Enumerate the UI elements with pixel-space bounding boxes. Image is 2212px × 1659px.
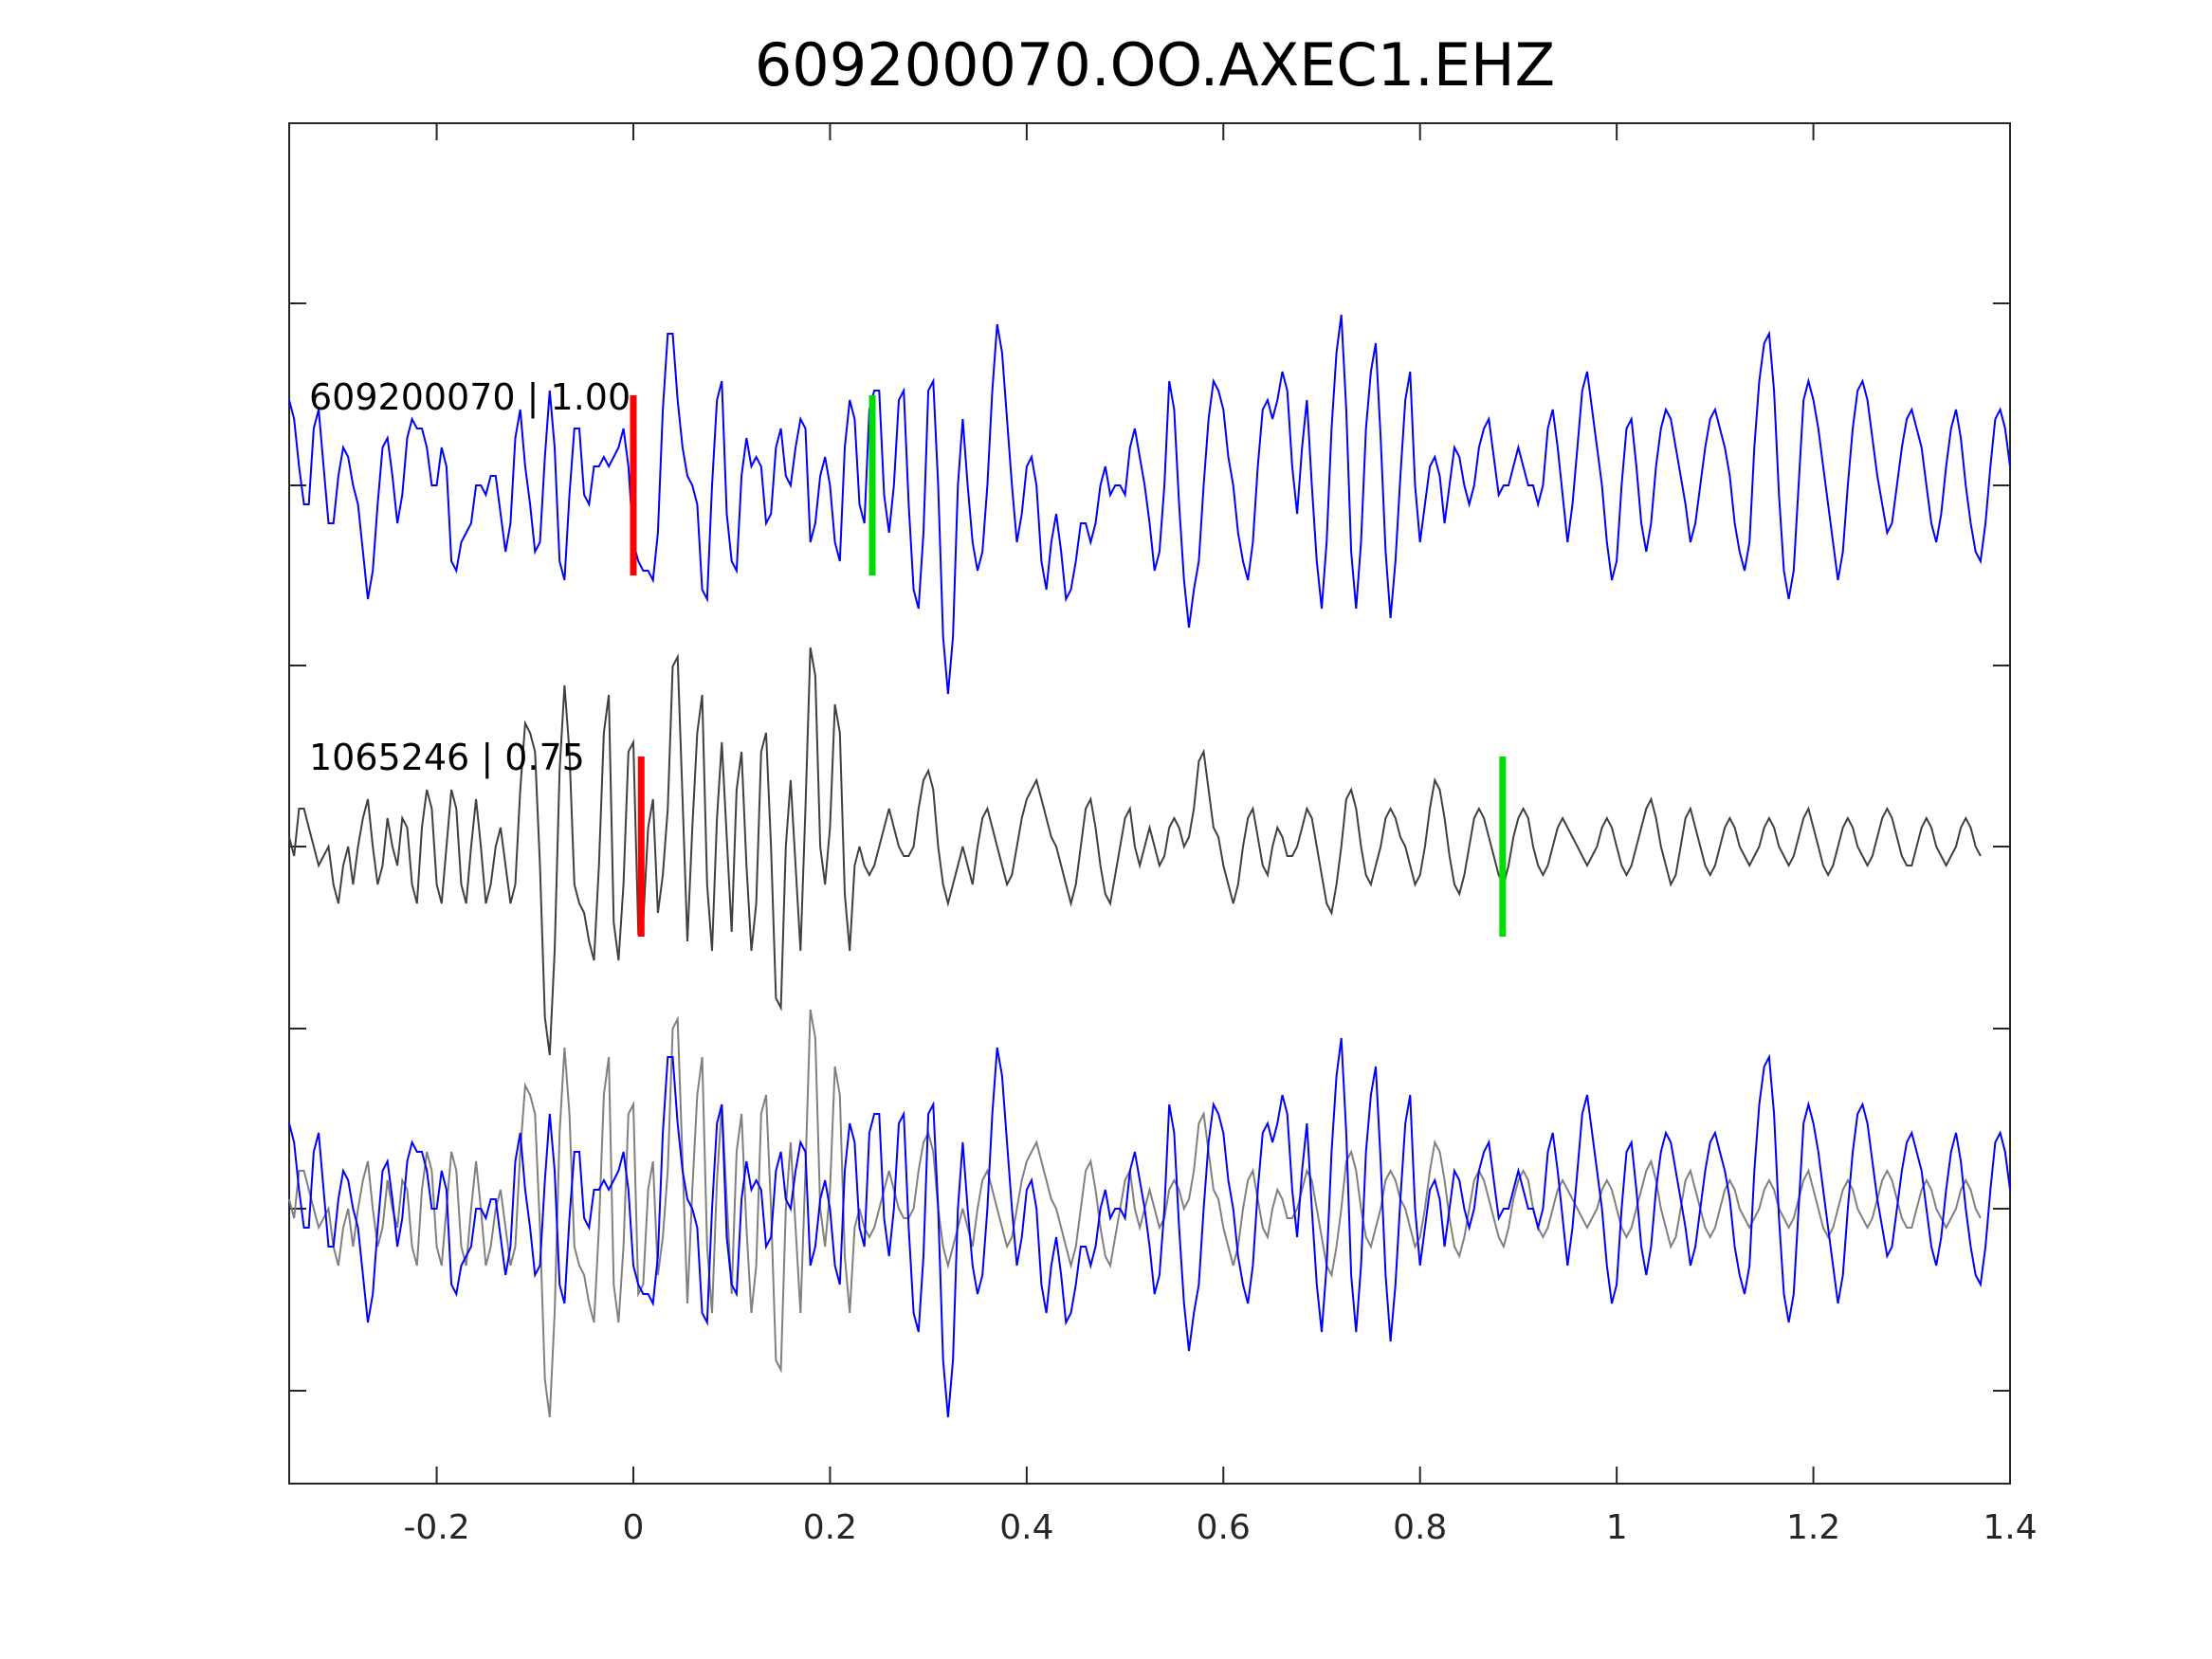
trace-group <box>288 314 2011 1418</box>
x-tick-label: 0.8 <box>1393 1508 1447 1547</box>
trace-line-template <box>288 314 2011 695</box>
trace-label-detection: 1065246 | 0.75 <box>309 737 585 779</box>
trace-line-detection <box>288 647 1982 1056</box>
axes-frame <box>288 122 2011 1485</box>
overlay-line-template <box>288 1037 2011 1418</box>
x-tick-label: -0.2 <box>403 1508 469 1547</box>
trace-labels: 609200070 | 1.00 1065246 | 0.75 <box>309 376 631 779</box>
x-tick-label: 1.4 <box>1983 1508 2037 1547</box>
plot-area: -0.2 0 0.2 0.4 0.6 0.8 1 1.2 1.4 609200070 | 1.0… <box>288 122 2038 1547</box>
pick-markers <box>630 395 1507 937</box>
overlay-line-detection <box>288 1009 1982 1418</box>
trace-label-template: 609200070 | 1.00 <box>309 376 631 419</box>
x-tick-label: 1 <box>1606 1508 1628 1547</box>
x-tick-label: 0.6 <box>1197 1508 1251 1547</box>
chart-title: 609200070.OO.AXEC1.EHZ <box>755 30 1555 100</box>
x-tick-label: 0.4 <box>999 1508 1053 1547</box>
x-tick-label: 1.2 <box>1786 1508 1840 1547</box>
axis-ticks: -0.2 0 0.2 0.4 0.6 0.8 1 1.2 1.4 <box>289 123 2038 1547</box>
x-tick-label: 0 <box>623 1508 645 1547</box>
x-tick-label: 0.2 <box>803 1508 857 1547</box>
